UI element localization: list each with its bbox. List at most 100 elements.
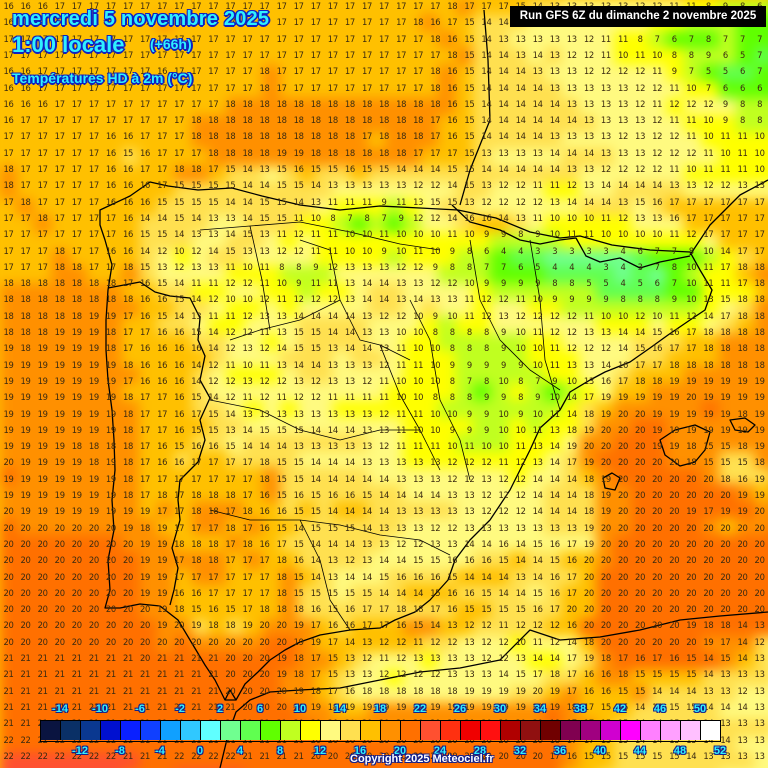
grid-value: 16 bbox=[3, 115, 14, 126]
grid-value: 10 bbox=[686, 82, 697, 93]
grid-value: 14 bbox=[703, 701, 714, 712]
grid-value: 18 bbox=[71, 294, 82, 305]
grid-value: 20 bbox=[71, 620, 82, 631]
grid-value: 15 bbox=[208, 180, 219, 191]
grid-value: 13 bbox=[310, 441, 321, 452]
grid-value: 21 bbox=[37, 653, 48, 663]
grid-value: 19 bbox=[20, 506, 31, 517]
grid-value: 18 bbox=[37, 212, 48, 223]
grid-value: 11 bbox=[327, 196, 338, 207]
grid-value: 17 bbox=[191, 82, 202, 93]
grid-value: 17 bbox=[379, 33, 390, 44]
grid-value: 17 bbox=[37, 82, 48, 93]
grid-value: 19 bbox=[122, 506, 134, 517]
grid-value: 9 bbox=[296, 278, 302, 289]
grid-value: 17 bbox=[259, 49, 270, 60]
grid-value: 12 bbox=[379, 359, 390, 370]
grid-value: 17 bbox=[447, 17, 458, 28]
grid-value: 21 bbox=[191, 653, 202, 663]
grid-value: 17 bbox=[20, 164, 31, 174]
grid-value: 18 bbox=[703, 620, 714, 631]
grid-value: 9 bbox=[722, 115, 728, 126]
grid-value: 15 bbox=[276, 424, 287, 435]
grid-value: 13 bbox=[498, 147, 509, 158]
grid-value: 14 bbox=[310, 310, 321, 321]
grid-value: 15 bbox=[327, 587, 338, 598]
grid-value: 12 bbox=[344, 555, 355, 566]
grid-value: 13 bbox=[600, 98, 611, 109]
grid-value: 17 bbox=[259, 555, 270, 566]
grid-value: 20 bbox=[3, 636, 14, 647]
grid-value: 13 bbox=[720, 718, 731, 729]
grid-value: 17 bbox=[242, 66, 253, 77]
grid-value: 21 bbox=[122, 685, 134, 696]
grid-value: 17 bbox=[669, 196, 680, 207]
grid-value: 17 bbox=[54, 180, 65, 191]
grid-value: 20 bbox=[617, 620, 629, 631]
grid-value: 17 bbox=[140, 164, 151, 174]
grid-value: 12 bbox=[703, 98, 714, 109]
legend-tick-bottom: -8 bbox=[115, 745, 125, 757]
grid-value: 15 bbox=[361, 164, 372, 174]
grid-value: 17 bbox=[652, 653, 663, 663]
grid-value: 8 bbox=[432, 392, 438, 403]
grid-value: 17 bbox=[225, 82, 236, 93]
grid-value: 11 bbox=[669, 229, 680, 240]
grid-value: 21 bbox=[54, 653, 65, 663]
grid-value: 17 bbox=[174, 82, 185, 93]
grid-value: 16 bbox=[140, 278, 151, 289]
grid-value: 17 bbox=[122, 98, 134, 109]
grid-value: 13 bbox=[566, 98, 577, 109]
grid-value: 15 bbox=[140, 261, 151, 272]
grid-value: 13 bbox=[754, 685, 765, 696]
grid-value: 18 bbox=[276, 98, 287, 109]
grid-value: 18 bbox=[157, 490, 168, 500]
grid-value: 4 bbox=[620, 245, 626, 256]
grid-value: 16 bbox=[447, 587, 458, 598]
grid-value: 12 bbox=[276, 245, 287, 256]
grid-value: 13 bbox=[532, 441, 543, 452]
grid-value: 8 bbox=[637, 294, 643, 305]
grid-value: 13 bbox=[549, 66, 560, 77]
grid-value: 20 bbox=[686, 636, 697, 647]
grid-value: 20 bbox=[3, 506, 14, 517]
grid-value: 20 bbox=[617, 571, 629, 582]
grid-value: 15 bbox=[344, 587, 355, 598]
grid-value: 9 bbox=[518, 278, 524, 289]
legend-tick-bottom: 0 bbox=[196, 745, 204, 757]
grid-value: 17 bbox=[361, 49, 372, 60]
grid-value: 11 bbox=[208, 278, 219, 289]
grid-value: 17 bbox=[140, 327, 151, 337]
grid-value: 18 bbox=[174, 604, 185, 615]
grid-value: 18 bbox=[3, 164, 14, 174]
grid-value: 20 bbox=[88, 620, 99, 631]
grid-value: 18 bbox=[88, 441, 99, 452]
grid-value: 18 bbox=[276, 555, 287, 566]
grid-value: 14 bbox=[635, 701, 646, 712]
legend-tick-top: 2 bbox=[216, 703, 224, 715]
grid-value: 13 bbox=[498, 522, 509, 533]
grid-value: 13 bbox=[754, 701, 765, 712]
grid-value: 18 bbox=[276, 604, 287, 615]
grid-value: 15 bbox=[225, 604, 236, 615]
grid-value: 19 bbox=[71, 408, 82, 419]
grid-value: 10 bbox=[549, 392, 560, 403]
grid-value: 17 bbox=[396, 33, 407, 44]
grid-value: 14 bbox=[566, 636, 577, 647]
grid-value: 16 bbox=[447, 33, 458, 44]
grid-value: 19 bbox=[88, 343, 99, 354]
grid-value: 21 bbox=[20, 701, 31, 712]
north-africa-coast bbox=[219, 611, 768, 768]
grid-value: 18 bbox=[447, 49, 458, 60]
grid-value: 12 bbox=[515, 620, 526, 631]
grid-value: 14 bbox=[515, 115, 526, 126]
grid-value: 18 bbox=[310, 131, 321, 142]
grid-value: 19 bbox=[105, 473, 116, 484]
grid-value: 17 bbox=[225, 1, 236, 11]
grid-value: 13 bbox=[413, 278, 424, 289]
grid-value: 18 bbox=[652, 375, 663, 386]
grid-value: 20 bbox=[703, 604, 714, 615]
grid-value: 20 bbox=[259, 636, 270, 647]
grid-value: 12 bbox=[583, 49, 594, 60]
grid-value: 8 bbox=[296, 261, 302, 272]
